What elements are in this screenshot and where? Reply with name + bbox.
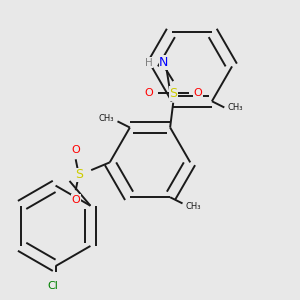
Text: N: N (159, 56, 169, 69)
Text: O: O (71, 194, 80, 205)
Text: O: O (144, 88, 153, 98)
Text: S: S (75, 168, 83, 181)
Text: S: S (169, 87, 177, 100)
Text: Cl: Cl (47, 281, 58, 291)
Text: O: O (194, 88, 202, 98)
Text: O: O (71, 145, 80, 155)
Text: CH₃: CH₃ (186, 202, 201, 211)
Text: CH₃: CH₃ (227, 103, 243, 112)
Text: H: H (145, 58, 152, 68)
Text: CH₃: CH₃ (99, 114, 114, 123)
